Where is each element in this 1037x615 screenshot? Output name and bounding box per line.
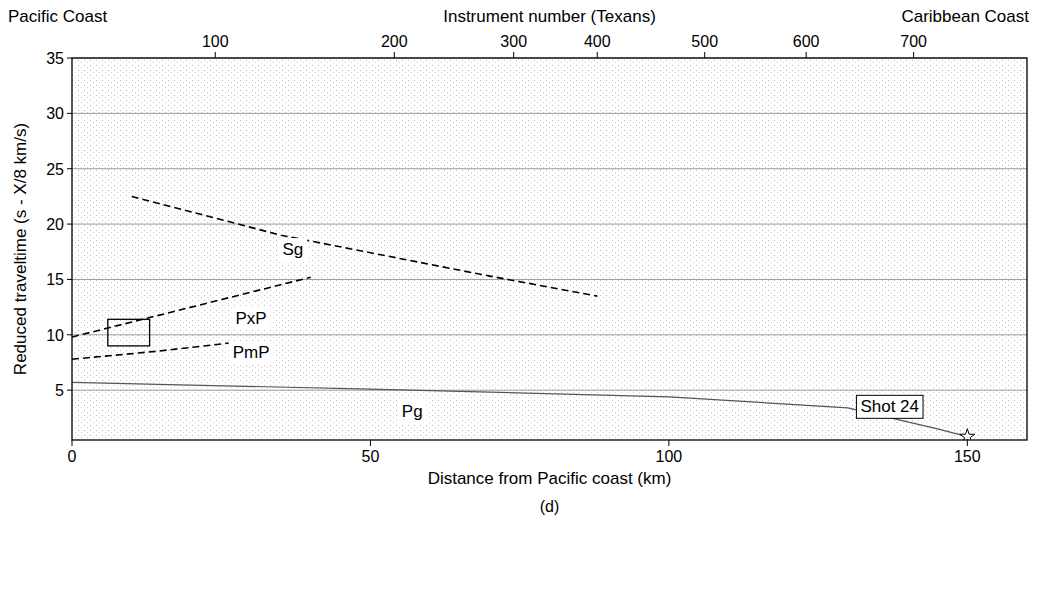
phase-line — [72, 343, 233, 360]
grid-line — [72, 279, 1027, 280]
y-tick — [67, 224, 72, 225]
phase-label: PmP — [233, 343, 270, 362]
frame — [72, 58, 1027, 440]
y-tick — [67, 113, 72, 114]
chart: 5 10 15 20 25 30 35 0 50 100 150 100 200 300 400 500 600… — [0, 0, 1037, 615]
y-tick-label: 10 — [46, 327, 64, 344]
label-ground — [856, 395, 923, 418]
y-tick-label: 5 — [55, 382, 64, 399]
plot-texture — [72, 58, 1027, 440]
x2-tick — [913, 52, 914, 58]
x-tick — [967, 440, 968, 446]
caption: (d) — [540, 498, 560, 515]
y-tick — [67, 168, 72, 169]
x2-tick-label: 100 — [202, 33, 229, 50]
x-tick-label: 150 — [954, 448, 981, 465]
y-tick-label: 30 — [46, 105, 64, 122]
y-tick-label: 20 — [46, 216, 64, 233]
x2-tick-label: 400 — [584, 33, 611, 50]
x-tick — [668, 440, 669, 446]
phase-label: Pg — [402, 402, 423, 421]
x-axis-title: Distance from Pacific coast (km) — [428, 469, 672, 488]
y-tick — [67, 279, 72, 280]
x2-tick — [394, 52, 395, 58]
grid-line — [72, 390, 1027, 391]
label-ground — [278, 238, 307, 261]
y-tick-label: 25 — [46, 161, 64, 178]
x-tick-label: 0 — [68, 448, 77, 465]
grid-line — [72, 113, 1027, 114]
y-tick-label: 15 — [46, 271, 64, 288]
x2-tick-label: 700 — [900, 33, 927, 50]
x2-axis-title: Instrument number (Texans) — [443, 7, 656, 26]
y-tick — [67, 58, 72, 59]
x2-tick-label: 500 — [691, 33, 718, 50]
x-tick — [370, 440, 371, 446]
label-ground — [398, 400, 427, 423]
grid-line — [72, 224, 1027, 225]
coast-label: Caribbean Coast — [901, 7, 1029, 26]
x2-tick — [215, 52, 216, 58]
shot-marker — [960, 429, 975, 440]
x2-tick-label: 200 — [381, 33, 408, 50]
plot-area — [72, 196, 975, 440]
label-ground — [231, 307, 270, 330]
highlight-box — [108, 319, 150, 346]
phase-label: PxP — [235, 309, 266, 328]
phase-label: Shot 24 — [860, 397, 919, 416]
label-ground — [229, 341, 274, 364]
phase-line — [132, 196, 598, 296]
coast-label: Pacific Coast — [8, 7, 107, 26]
x2-tick — [806, 52, 807, 58]
x2-tick-label: 600 — [793, 33, 820, 50]
grid-line — [72, 168, 1027, 169]
x-tick — [72, 440, 73, 446]
y-tick — [67, 390, 72, 391]
x-tick-label: 50 — [362, 448, 380, 465]
x2-tick — [513, 52, 514, 58]
y-tick — [67, 334, 72, 335]
x2-tick-label: 300 — [500, 33, 527, 50]
x2-tick — [597, 52, 598, 58]
y-axis-title: Reduced traveltime (s - X/8 km/s) — [11, 123, 30, 375]
phase-label: Sg — [282, 240, 303, 259]
x2-tick — [704, 52, 705, 58]
x-tick-label: 100 — [656, 448, 683, 465]
grid-line — [72, 334, 1027, 335]
phase-line — [72, 382, 967, 436]
y-tick-label: 35 — [46, 50, 64, 67]
